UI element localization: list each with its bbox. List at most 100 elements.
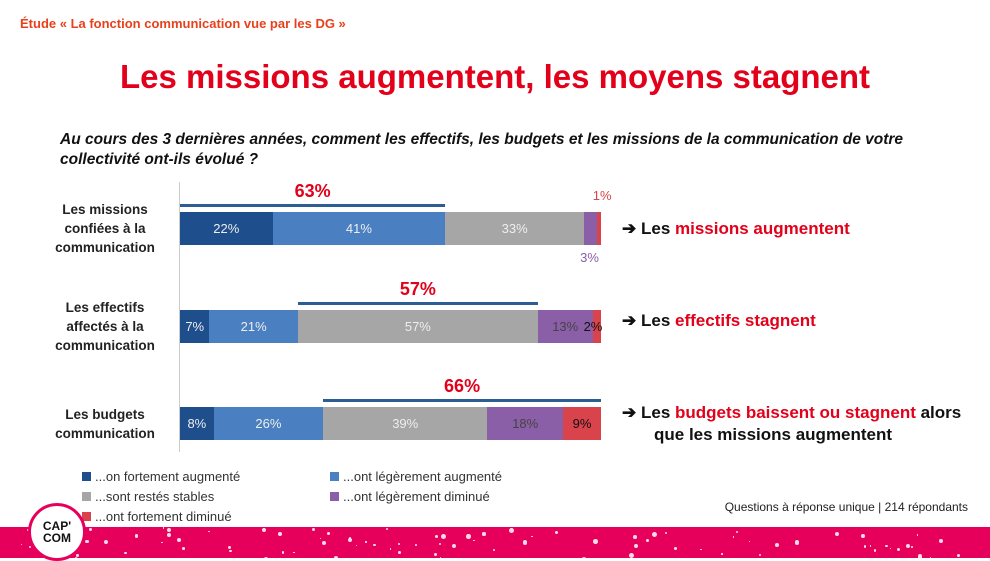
decorative-dot	[861, 534, 865, 538]
decorative-dot	[434, 553, 437, 556]
bracket-label: 66%	[444, 376, 480, 397]
decorative-dot	[482, 532, 485, 535]
row-label-effectifs: Les effectifs affectés à la communicatio…	[40, 298, 170, 355]
bar-segment: 39%	[323, 407, 487, 440]
decorative-dot	[441, 534, 446, 539]
decorative-dot	[161, 542, 162, 543]
bar-segment: 9%	[563, 407, 601, 440]
decorative-dot	[509, 528, 514, 533]
decorative-dot	[957, 554, 960, 557]
arrow-icon: ➔	[622, 219, 636, 238]
row-label-budgets: Les budgets communication	[40, 405, 170, 443]
bracket-line	[323, 399, 601, 402]
bar-segment: 7%	[180, 310, 209, 343]
decorative-dot	[749, 541, 750, 542]
decorative-dot	[415, 544, 417, 546]
capcom-logo: CAP'COM	[28, 503, 86, 561]
bracket-line	[180, 204, 445, 207]
bar-segment: 22%	[180, 212, 273, 245]
decorative-dot	[700, 549, 702, 551]
conclusion-2: ➔ Les effectifs stagnent	[622, 310, 952, 332]
decorative-dot	[897, 548, 900, 551]
decorative-dot	[736, 531, 738, 533]
arrow-icon: ➔	[622, 311, 636, 330]
decorative-dot	[835, 532, 839, 536]
decorative-dot	[365, 541, 366, 542]
legend-item: ...ont fortement diminué	[82, 509, 232, 524]
decorative-dot	[939, 539, 944, 544]
decorative-dot	[373, 544, 376, 547]
decorative-dot	[864, 545, 867, 548]
decorative-dot	[228, 546, 231, 549]
legend-item: ...ont légèrement diminué	[330, 489, 490, 504]
decorative-dot	[593, 539, 598, 544]
decorative-dot	[320, 538, 321, 539]
data-label: 3%	[580, 250, 599, 265]
bar-segment: 57%	[298, 310, 538, 343]
decorative-dot	[293, 552, 295, 554]
decorative-dot	[104, 540, 109, 545]
decorative-dot	[733, 536, 735, 538]
decorative-dot	[262, 528, 267, 533]
decorative-dot	[795, 540, 800, 545]
decorative-dot	[874, 549, 877, 552]
decorative-dot	[85, 540, 88, 543]
decorative-dot	[870, 545, 871, 546]
decorative-dot	[917, 534, 918, 535]
decorative-dot	[312, 528, 315, 531]
decorative-dot	[398, 551, 401, 554]
decorative-dot	[646, 539, 649, 542]
decorative-dot	[163, 527, 165, 529]
decorative-dot	[466, 534, 471, 539]
bar-segment: 18%	[487, 407, 563, 440]
decorative-dot	[177, 538, 181, 542]
decorative-dot	[674, 547, 677, 550]
decorative-band	[0, 527, 990, 558]
bar-segment	[584, 212, 597, 245]
decorative-dot	[167, 533, 171, 537]
decorative-dot	[282, 551, 285, 554]
decorative-dot	[89, 528, 92, 531]
decorative-dot	[775, 543, 779, 547]
decorative-dot	[322, 541, 327, 546]
conclusion-3: ➔ Les budgets baissent ou stagnent alors…	[622, 402, 964, 446]
stacked-bar-chart: 22%41%33%3%1%63%7%21%57%13%2%57%8%26%39%…	[180, 0, 601, 460]
legend-item: ...ont légèrement augmenté	[330, 469, 502, 484]
data-label: 1%	[593, 188, 612, 203]
decorative-dot	[652, 532, 657, 537]
decorative-dot	[634, 544, 638, 548]
decorative-dot	[665, 532, 667, 534]
data-label: 2%	[584, 319, 603, 334]
decorative-dot	[555, 531, 558, 534]
decorative-dot	[386, 528, 388, 530]
bar-segment: 26%	[214, 407, 323, 440]
decorative-dot	[21, 544, 22, 545]
decorative-dot	[493, 549, 496, 552]
decorative-dot	[208, 531, 209, 532]
decorative-dot	[473, 540, 474, 541]
decorative-dot	[278, 532, 282, 536]
decorative-dot	[182, 547, 185, 550]
decorative-dot	[885, 545, 888, 548]
decorative-dot	[229, 550, 231, 552]
bar-segment: 33%	[445, 212, 584, 245]
bar-segment: 8%	[180, 407, 214, 440]
bar-segment: 21%	[209, 310, 297, 343]
decorative-dot	[135, 534, 139, 538]
decorative-dot	[531, 536, 532, 537]
bracket-label: 57%	[400, 279, 436, 300]
bracket-line	[298, 302, 538, 305]
legend-item: ...sont restés stables	[82, 489, 214, 504]
decorative-dot	[918, 554, 923, 558]
decorative-dot	[390, 548, 392, 550]
bar-segment: 41%	[273, 212, 446, 245]
decorative-dot	[398, 543, 400, 545]
decorative-dot	[633, 535, 637, 539]
decorative-dot	[327, 532, 330, 535]
row-label-missions: Les missions confiées à la communication	[40, 200, 170, 257]
decorative-dot	[890, 548, 891, 549]
decorative-dot	[759, 554, 761, 556]
decorative-dot	[124, 552, 127, 555]
decorative-dot	[439, 543, 441, 545]
decorative-dot	[452, 544, 456, 548]
